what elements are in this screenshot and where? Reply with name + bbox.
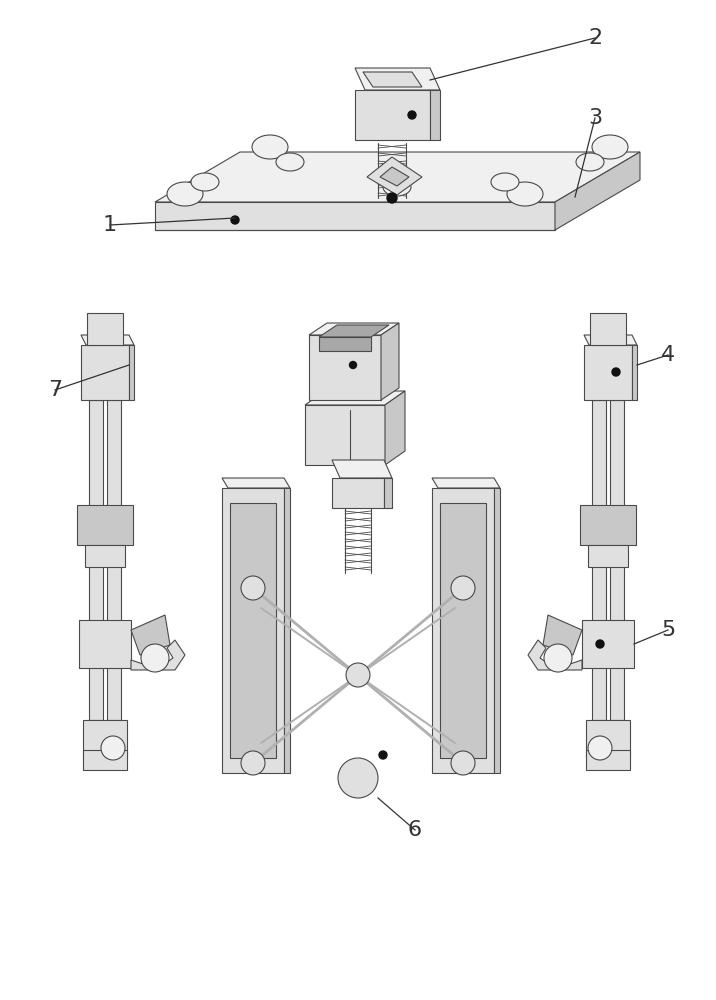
Circle shape	[387, 193, 397, 203]
Circle shape	[408, 111, 416, 119]
Bar	[590, 313, 626, 345]
Polygon shape	[494, 488, 500, 773]
Bar	[586, 720, 630, 758]
Circle shape	[241, 576, 265, 600]
Circle shape	[544, 644, 572, 672]
Polygon shape	[305, 391, 405, 405]
Bar	[355, 90, 430, 140]
Bar	[87, 313, 123, 345]
Polygon shape	[284, 488, 290, 773]
Ellipse shape	[592, 135, 628, 159]
Bar	[83, 750, 127, 770]
Text: 4: 4	[661, 345, 675, 365]
Circle shape	[612, 368, 620, 376]
Polygon shape	[129, 345, 134, 400]
Circle shape	[338, 758, 378, 798]
Circle shape	[241, 751, 265, 775]
Bar	[592, 400, 606, 720]
Text: 3: 3	[588, 108, 602, 128]
Polygon shape	[632, 345, 637, 400]
Circle shape	[596, 640, 604, 648]
Bar	[584, 345, 632, 400]
Polygon shape	[384, 478, 392, 508]
Bar	[77, 505, 133, 545]
Circle shape	[451, 576, 475, 600]
Ellipse shape	[252, 135, 288, 159]
Bar	[107, 400, 121, 720]
Polygon shape	[319, 337, 371, 351]
Ellipse shape	[576, 153, 604, 171]
Bar	[222, 488, 284, 773]
Polygon shape	[367, 157, 422, 195]
Text: 2: 2	[588, 28, 602, 48]
Bar	[83, 720, 127, 758]
Circle shape	[101, 736, 125, 760]
Bar	[79, 620, 131, 668]
Polygon shape	[584, 335, 637, 345]
Polygon shape	[555, 152, 640, 230]
Circle shape	[379, 751, 387, 759]
Bar	[580, 505, 636, 545]
Bar	[586, 750, 630, 770]
Text: 1: 1	[103, 215, 117, 235]
Ellipse shape	[167, 182, 203, 206]
Bar	[432, 488, 494, 773]
Polygon shape	[385, 391, 405, 465]
Polygon shape	[131, 640, 185, 670]
Bar	[309, 335, 381, 400]
Bar	[81, 345, 129, 400]
Circle shape	[349, 361, 357, 368]
Circle shape	[141, 644, 169, 672]
Polygon shape	[81, 335, 134, 345]
Bar	[582, 620, 634, 668]
Polygon shape	[222, 478, 290, 488]
Circle shape	[451, 751, 475, 775]
Polygon shape	[355, 68, 440, 90]
Ellipse shape	[491, 173, 519, 191]
Polygon shape	[528, 640, 582, 670]
Polygon shape	[543, 615, 582, 655]
Text: 7: 7	[48, 380, 62, 400]
Circle shape	[346, 663, 370, 687]
Polygon shape	[332, 460, 392, 478]
Ellipse shape	[191, 173, 219, 191]
Polygon shape	[155, 152, 640, 202]
Ellipse shape	[383, 178, 411, 196]
Polygon shape	[381, 323, 399, 400]
Bar	[89, 400, 103, 720]
Ellipse shape	[507, 182, 543, 206]
Bar	[305, 405, 385, 465]
Bar	[85, 545, 125, 567]
Polygon shape	[319, 325, 389, 337]
Polygon shape	[430, 90, 440, 140]
Bar	[155, 202, 555, 230]
Text: 5: 5	[661, 620, 675, 640]
Polygon shape	[363, 72, 422, 87]
Circle shape	[231, 216, 239, 224]
Polygon shape	[309, 323, 399, 335]
Bar	[230, 503, 276, 758]
Ellipse shape	[276, 153, 304, 171]
Polygon shape	[131, 615, 170, 655]
Bar	[610, 400, 624, 720]
Bar	[332, 478, 384, 508]
Bar	[588, 545, 628, 567]
Polygon shape	[432, 478, 500, 488]
Circle shape	[588, 736, 612, 760]
Text: 6: 6	[408, 820, 422, 840]
Polygon shape	[380, 167, 409, 186]
Bar	[440, 503, 486, 758]
